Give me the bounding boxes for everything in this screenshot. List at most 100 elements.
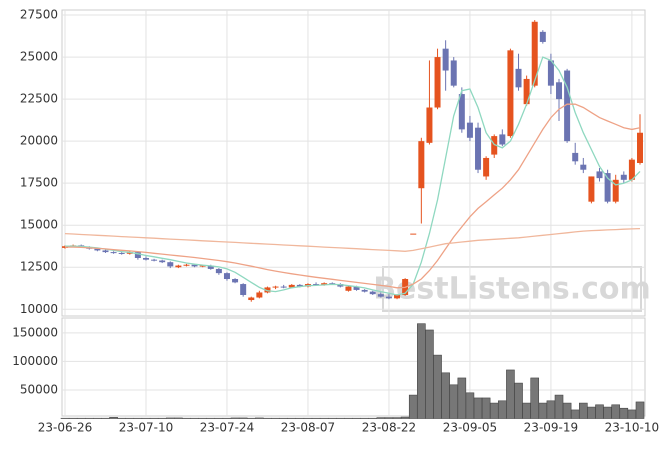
candle-body [426,108,432,143]
y-tick-label: 100000 [12,354,58,368]
x-tick-label: 23-08-07 [281,421,335,435]
volume-bar [255,418,263,419]
candle-body [378,294,384,297]
candle-body [143,258,149,260]
volume-bar [377,418,385,419]
candle-body [507,50,513,136]
candle-body [370,292,376,295]
candle-body [345,287,351,291]
candle-body [410,234,416,235]
x-tick-label: 23-08-22 [362,421,416,435]
candle-body [475,128,481,170]
volume-bar [620,408,628,418]
volume-bar [393,418,401,419]
y-tick-label: 17500 [20,176,58,190]
candle-body [588,176,594,201]
volume-bar [474,398,482,419]
candle-body [281,287,287,288]
volume-bar [604,407,612,418]
candle-body [597,171,603,178]
price-panel [62,10,645,316]
volume-bar [385,418,393,419]
candle-body [256,292,262,297]
volume-bar [417,324,425,419]
candle-body [451,60,457,85]
volume-bar [166,418,174,419]
x-tick-label: 23-10-10 [605,421,659,435]
volume-bar [515,383,523,418]
volume-bar [547,401,555,419]
candle-body [467,123,473,138]
x-tick-label: 23-06-26 [38,421,92,435]
volume-bar [531,378,539,419]
volume-bar [555,395,563,418]
volume-bar [571,410,579,419]
volume-bar [482,398,490,419]
candle-body [248,298,254,301]
candle-body [443,49,449,71]
volume-bar [628,410,636,419]
y-tick-label: 10000 [20,302,58,316]
candle-body [499,134,505,144]
volume-bar [587,407,595,418]
volume-bar [434,355,442,418]
volume-bar [636,402,644,419]
candle-body [459,94,465,129]
volume-bar [506,370,514,419]
watermark: BestListens.com [373,272,651,307]
y-tick-label: 15000 [20,218,58,232]
volume-bar [498,401,506,419]
volume-bar [579,403,587,418]
volume-bar [523,403,531,418]
y-tick-label: 22500 [20,92,58,106]
volume-bar [425,330,433,419]
candle-body [572,153,578,161]
x-tick-label: 23-07-10 [119,421,173,435]
candle-body [556,82,562,99]
candle-body [362,290,368,292]
volume-bar [539,403,547,418]
volume-bar [612,405,620,419]
candle-body [232,279,238,282]
volume-bar [409,395,417,418]
candle-body [418,141,424,188]
candle-body [516,69,522,87]
volume-bar [442,373,450,419]
volume-bar [239,418,247,419]
candle-body [637,133,643,163]
x-tick-label: 23-07-24 [200,421,254,435]
y-tick-label: 12500 [20,260,58,274]
volume-bar [450,385,458,419]
candle-body [240,284,246,295]
candle-body [224,273,230,279]
candle-body [621,175,627,180]
volume-bar [596,405,604,419]
volume-bar [110,417,118,418]
candle-body [548,60,554,85]
candle-body [540,32,546,42]
volume-bar [401,417,409,418]
volume-bar [490,403,498,418]
candle-body [151,260,157,261]
candle-body [273,287,279,288]
y-tick-label: 20000 [20,134,58,148]
candle-body [102,250,108,252]
volume-bar [174,418,182,419]
candle-body [183,265,189,266]
x-tick-label: 23-09-05 [443,421,497,435]
candle-body [167,262,173,266]
y-tick-label: 25000 [20,50,58,64]
candle-body [111,252,117,253]
y-tick-label: 50000 [20,382,58,396]
volume-bar [231,418,239,419]
x-tick-label: 23-09-19 [524,421,578,435]
candle-body [435,57,441,107]
volume-bar [466,393,474,419]
candle-body [524,79,530,104]
volume-bar [458,378,466,419]
candle-body [159,261,165,263]
candle-body [175,266,181,268]
candle-body [386,297,392,299]
y-tick-label: 27500 [20,8,58,22]
